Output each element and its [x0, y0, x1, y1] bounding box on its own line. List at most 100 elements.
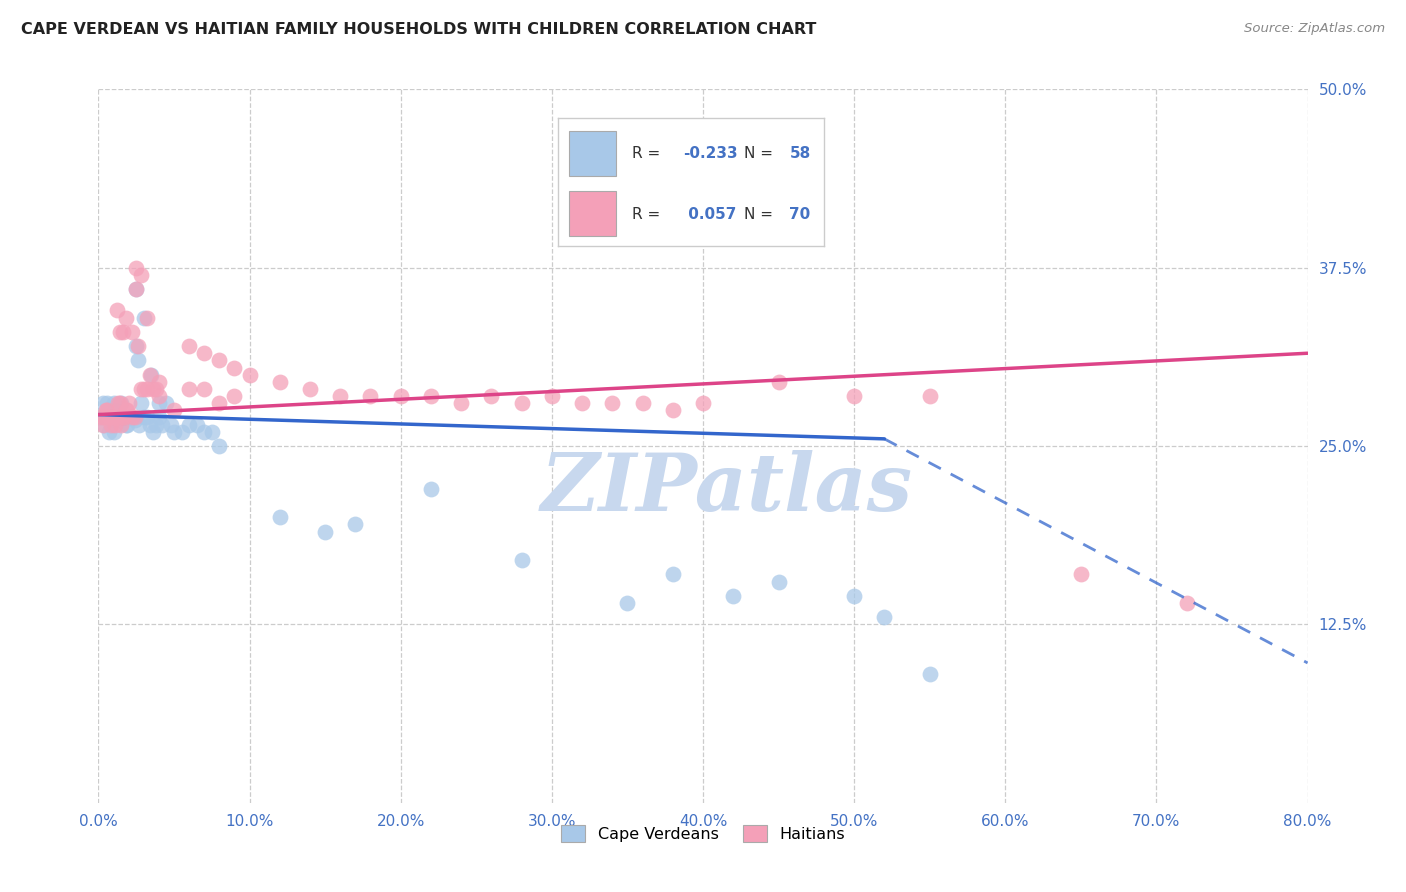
- Point: [105, 410, 128, 425]
- Point: [269, 375, 291, 389]
- Point: [299, 382, 322, 396]
- Point: [110, 417, 132, 432]
- Point: [125, 339, 148, 353]
- Point: [139, 368, 162, 382]
- Point: [90, 410, 112, 425]
- Point: [107, 396, 129, 410]
- Point: [103, 396, 125, 410]
- Point: [571, 396, 593, 410]
- Point: [420, 389, 443, 403]
- Point: [344, 517, 367, 532]
- Point: [314, 524, 336, 539]
- Point: [768, 375, 790, 389]
- Point: [145, 382, 167, 396]
- Point: [98, 410, 121, 425]
- Point: [118, 410, 141, 425]
- Point: [128, 417, 150, 432]
- Point: [108, 396, 131, 410]
- Point: [121, 410, 143, 425]
- Point: [139, 417, 162, 432]
- Point: [631, 396, 654, 410]
- Point: [112, 410, 135, 425]
- Point: [121, 410, 143, 425]
- Point: [104, 417, 127, 432]
- Point: [170, 425, 193, 439]
- Point: [193, 425, 215, 439]
- Point: [114, 403, 136, 417]
- Point: [389, 389, 412, 403]
- Point: [93, 410, 115, 425]
- Point: [269, 510, 291, 524]
- Point: [96, 396, 118, 410]
- Point: [360, 389, 382, 403]
- Point: [179, 382, 201, 396]
- Point: [129, 268, 152, 282]
- Point: [155, 396, 177, 410]
- Point: [540, 389, 562, 403]
- Point: [114, 310, 136, 325]
- Point: [179, 417, 201, 432]
- Point: [101, 410, 124, 425]
- Point: [121, 325, 143, 339]
- Point: [125, 282, 148, 296]
- Point: [1070, 567, 1092, 582]
- Point: [127, 339, 149, 353]
- Point: [96, 403, 118, 417]
- Point: [208, 439, 231, 453]
- Point: [104, 403, 127, 417]
- Text: ZIPatlas: ZIPatlas: [541, 450, 914, 527]
- Legend: Cape Verdeans, Haitians: Cape Verdeans, Haitians: [554, 819, 852, 848]
- Point: [692, 396, 714, 410]
- Point: [142, 382, 165, 396]
- Point: [107, 410, 129, 425]
- Point: [150, 417, 173, 432]
- Point: [90, 410, 112, 425]
- Point: [115, 403, 138, 417]
- Point: [163, 425, 186, 439]
- Point: [111, 410, 134, 425]
- Point: [844, 389, 866, 403]
- Point: [132, 410, 155, 425]
- Point: [100, 417, 122, 432]
- Point: [224, 389, 246, 403]
- Text: Source: ZipAtlas.com: Source: ZipAtlas.com: [1244, 22, 1385, 36]
- Point: [98, 425, 121, 439]
- Point: [101, 410, 124, 425]
- Point: [111, 410, 134, 425]
- Point: [124, 413, 146, 427]
- Point: [844, 589, 866, 603]
- Point: [201, 425, 224, 439]
- Point: [112, 410, 135, 425]
- Point: [94, 403, 117, 417]
- Point: [329, 389, 352, 403]
- Point: [114, 417, 136, 432]
- Point: [723, 589, 745, 603]
- Point: [163, 403, 186, 417]
- Point: [132, 382, 155, 396]
- Point: [148, 396, 170, 410]
- Point: [135, 382, 157, 396]
- Point: [420, 482, 443, 496]
- Point: [148, 410, 170, 425]
- Point: [148, 375, 170, 389]
- Point: [450, 396, 472, 410]
- Point: [100, 410, 122, 425]
- Point: [103, 425, 125, 439]
- Point: [125, 260, 148, 275]
- Point: [141, 368, 163, 382]
- Point: [91, 417, 114, 432]
- Point: [129, 382, 152, 396]
- Point: [160, 417, 183, 432]
- Point: [108, 410, 131, 425]
- Point: [179, 339, 201, 353]
- Point: [108, 325, 131, 339]
- Point: [129, 396, 152, 410]
- Point: [103, 410, 125, 425]
- Point: [110, 396, 132, 410]
- Point: [135, 310, 157, 325]
- Point: [111, 325, 134, 339]
- Point: [918, 389, 941, 403]
- Point: [142, 425, 165, 439]
- Point: [224, 360, 246, 375]
- Point: [105, 403, 128, 417]
